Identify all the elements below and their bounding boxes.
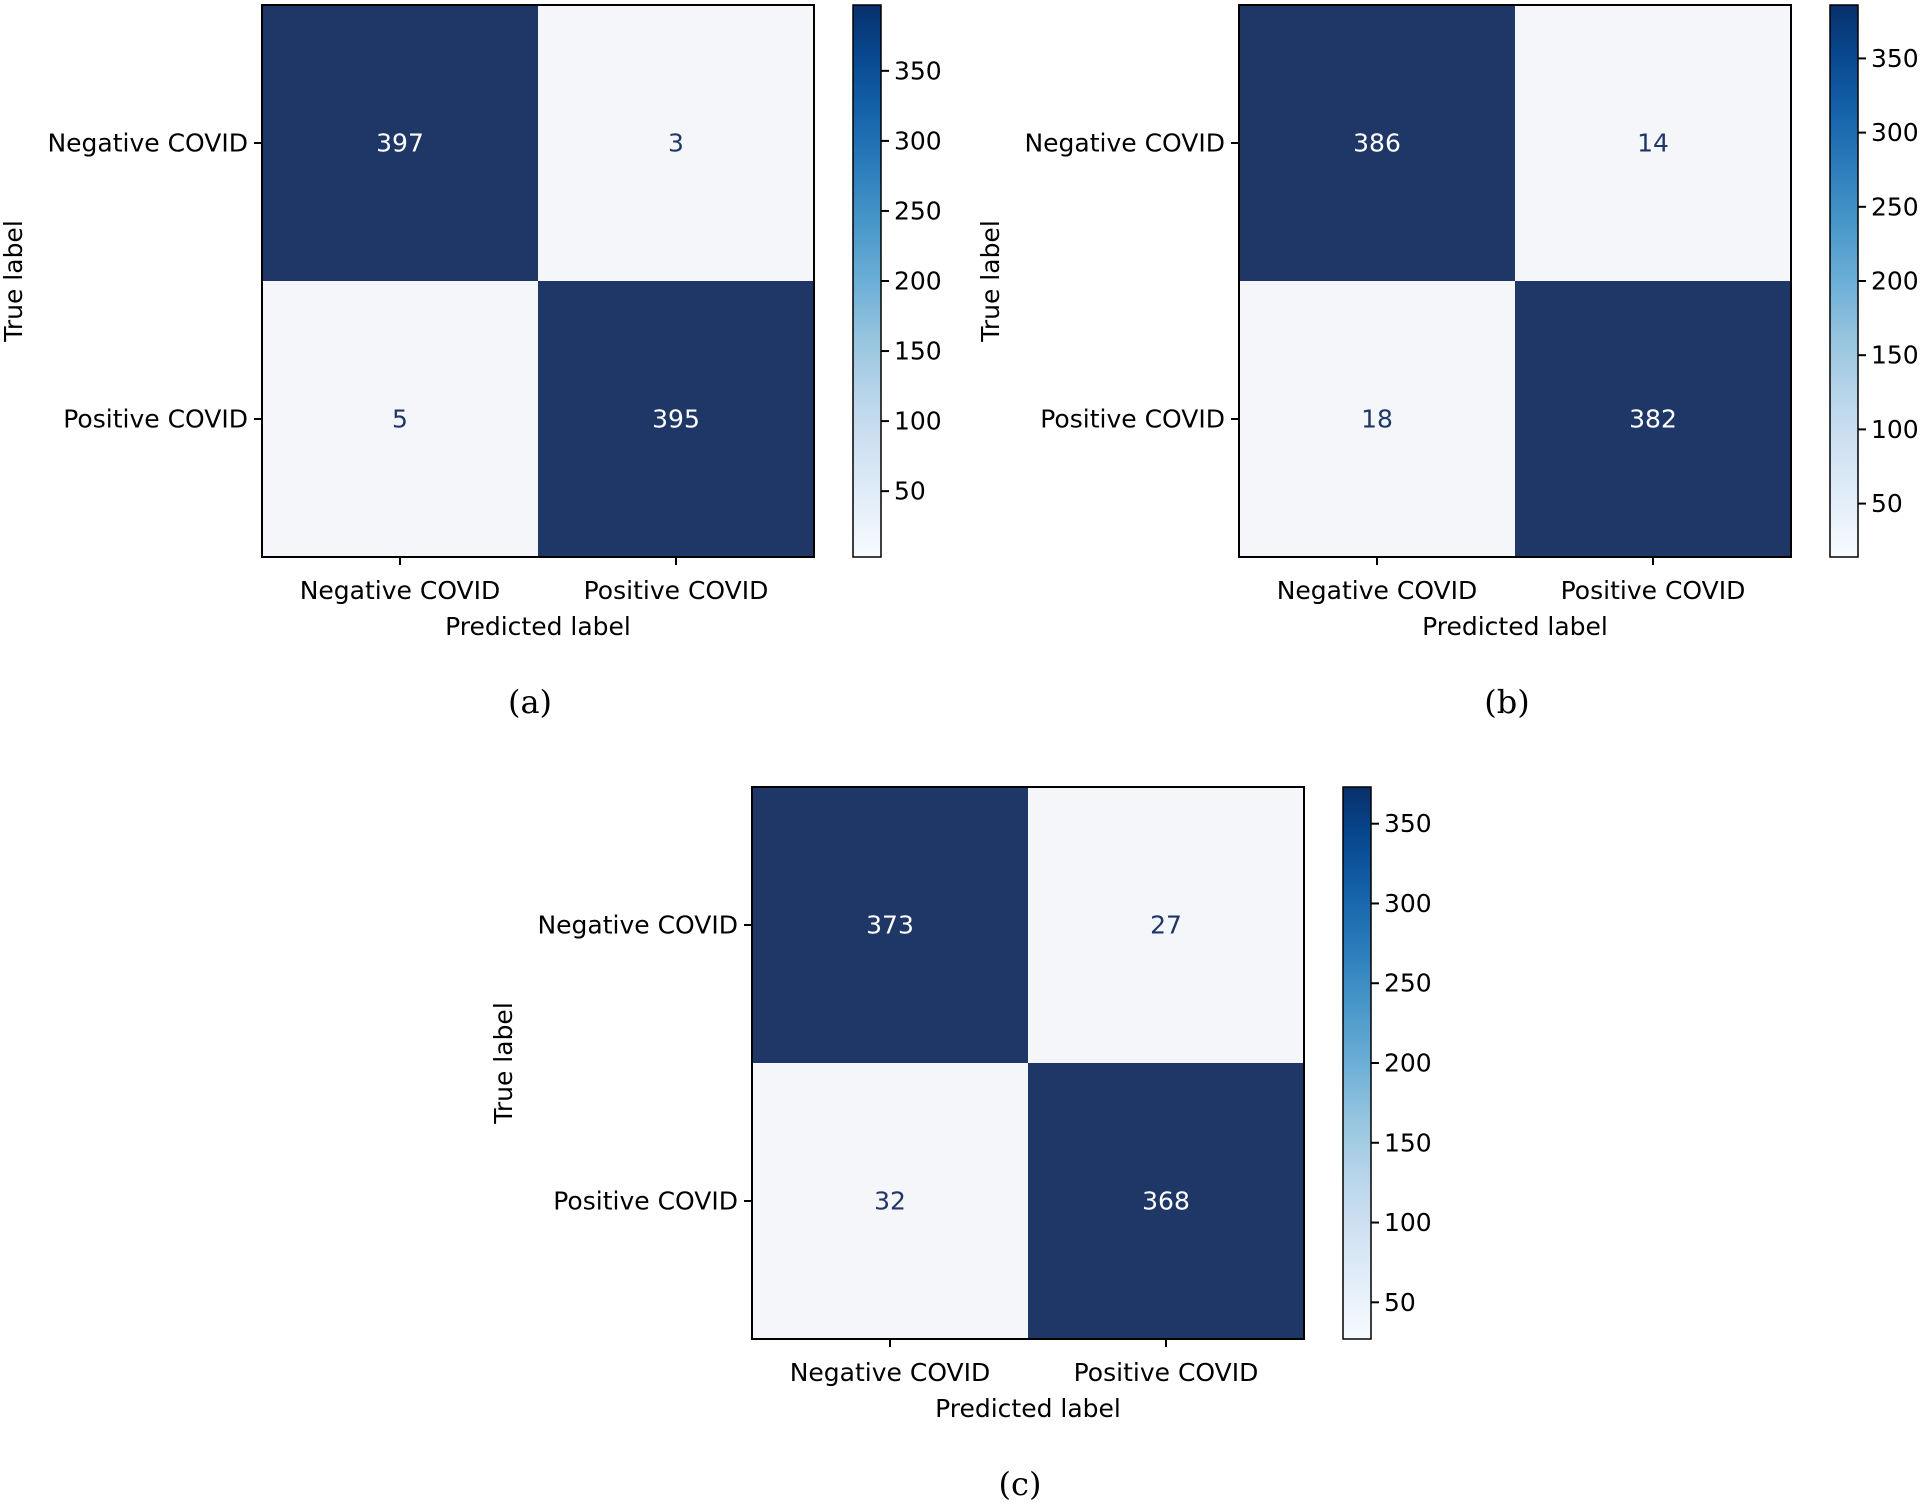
colorbar-tick-label: 150 bbox=[894, 337, 942, 366]
matrix-frame bbox=[1238, 4, 1792, 558]
matrix-cell-r1c1 bbox=[538, 281, 814, 557]
colorbar-tick-label: 150 bbox=[1384, 1128, 1432, 1157]
y-tick-label: Positive COVID bbox=[553, 1187, 738, 1216]
matrix-frame bbox=[261, 4, 815, 558]
cell-value: 18 bbox=[1361, 405, 1393, 434]
x-tick-label: Negative COVID bbox=[1277, 576, 1478, 605]
matrix-cell-r1c1 bbox=[1028, 1063, 1304, 1339]
caption-b: (b) bbox=[1484, 683, 1530, 721]
caption-c: (c) bbox=[998, 1465, 1042, 1503]
confusion-matrix-c-plot: 373 27 32 368 Negative COVID Positive COVID Ne… bbox=[489, 786, 1432, 1423]
matrix-cell-r0c1 bbox=[538, 5, 814, 281]
cell-value: 397 bbox=[376, 129, 424, 158]
y-tick-label: Positive COVID bbox=[63, 405, 248, 434]
y-axis-label: True label bbox=[976, 220, 1005, 343]
matrix-cell-r0c1 bbox=[1515, 5, 1791, 281]
x-tick-label: Negative COVID bbox=[300, 576, 501, 605]
cell-value: 386 bbox=[1353, 129, 1401, 158]
matrix-cell-r1c0 bbox=[752, 1063, 1028, 1339]
colorbar-tick-label: 300 bbox=[1871, 118, 1919, 147]
confusion-matrix-b: 386 14 18 382 Negative COVID Positive COVID Ne… bbox=[976, 0, 1930, 721]
colorbar-tick-label: 350 bbox=[1871, 44, 1919, 73]
matrix-cell-r1c0 bbox=[262, 281, 538, 557]
colorbar bbox=[1829, 4, 1859, 558]
matrix-cell-r1c1 bbox=[1515, 281, 1791, 557]
cell-value: 373 bbox=[866, 911, 914, 940]
colorbar-tick-label: 50 bbox=[1384, 1288, 1416, 1317]
x-axis-label: Predicted label bbox=[445, 612, 631, 641]
colorbar-tick-label: 100 bbox=[1384, 1208, 1432, 1237]
x-axis-label: Predicted label bbox=[935, 1394, 1121, 1423]
colorbar-tick-label: 250 bbox=[1384, 969, 1432, 998]
colorbar-tick-label: 200 bbox=[1384, 1049, 1432, 1078]
colorbar-tick-label: 200 bbox=[894, 267, 942, 296]
y-tick-label: Negative COVID bbox=[47, 129, 248, 158]
x-tick-label: Positive COVID bbox=[584, 576, 769, 605]
cell-value: 3 bbox=[668, 129, 684, 158]
cell-value: 32 bbox=[874, 1187, 906, 1216]
x-tick-label: Positive COVID bbox=[1074, 1358, 1259, 1387]
colorbar bbox=[852, 4, 882, 558]
x-tick-label: Positive COVID bbox=[1561, 576, 1746, 605]
matrix-cell-r0c0 bbox=[262, 5, 538, 281]
y-tick-label: Positive COVID bbox=[1040, 405, 1225, 434]
colorbar-tick-label: 100 bbox=[1871, 415, 1919, 444]
matrix-cell-r0c0 bbox=[752, 787, 1028, 1063]
y-axis-label: True label bbox=[489, 1002, 518, 1125]
confusion-matrix-b-plot: 386 14 18 382 Negative COVID Positive COVID Ne… bbox=[976, 4, 1919, 641]
colorbar bbox=[1342, 786, 1372, 1340]
colorbar-tick-label: 200 bbox=[1871, 267, 1919, 296]
colorbar-tick-label: 100 bbox=[894, 407, 942, 436]
cell-value: 395 bbox=[652, 405, 700, 434]
colorbar-tick-label: 150 bbox=[1871, 341, 1919, 370]
colorbar-tick-label: 300 bbox=[1384, 889, 1432, 918]
cell-value: 5 bbox=[392, 405, 408, 434]
x-axis-label: Predicted label bbox=[1422, 612, 1608, 641]
y-tick-label: Negative COVID bbox=[1024, 129, 1225, 158]
colorbar-tick-label: 350 bbox=[894, 56, 942, 85]
cell-value: 382 bbox=[1629, 405, 1677, 434]
matrix-cell-r0c1 bbox=[1028, 787, 1304, 1063]
colorbar-tick-label: 250 bbox=[1871, 192, 1919, 221]
colorbar-tick-label: 50 bbox=[1871, 489, 1903, 518]
confusion-matrix-c: 373 27 32 368 Negative COVID Positive COVID Ne… bbox=[489, 782, 1450, 1503]
matrix-cell-r1c0 bbox=[1239, 281, 1515, 557]
matrix-frame bbox=[751, 786, 1305, 1340]
colorbar-tick-label: 250 bbox=[894, 196, 942, 225]
x-tick-label: Negative COVID bbox=[790, 1358, 991, 1387]
y-tick-label: Negative COVID bbox=[537, 911, 738, 940]
cell-value: 27 bbox=[1150, 911, 1182, 940]
confusion-matrix-a-plot: 397 3 5 395 Negative COVID Positive COVID Nega… bbox=[0, 4, 942, 641]
cell-value: 14 bbox=[1637, 129, 1669, 158]
y-axis-label: True label bbox=[0, 220, 28, 343]
colorbar-tick-label: 50 bbox=[894, 477, 926, 506]
caption-a: (a) bbox=[507, 683, 553, 721]
colorbar-tick-label: 350 bbox=[1384, 809, 1432, 838]
matrix-cell-r0c0 bbox=[1239, 5, 1515, 281]
colorbar-tick-label: 300 bbox=[894, 126, 942, 155]
confusion-matrix-a: 397 3 5 395 Negative COVID Positive COVID Nega… bbox=[0, 0, 960, 721]
cell-value: 368 bbox=[1142, 1187, 1190, 1216]
